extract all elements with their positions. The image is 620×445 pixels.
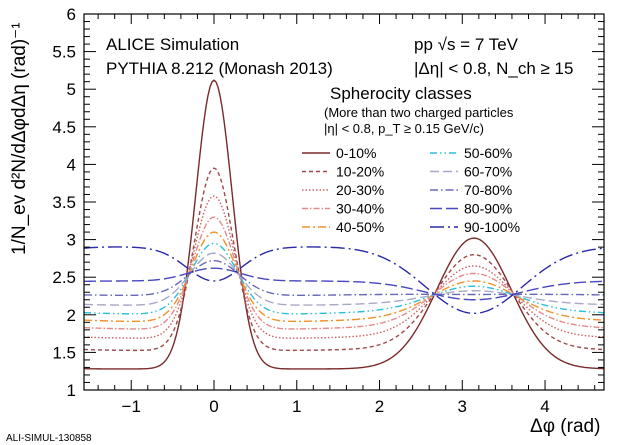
annotation-right-line2: |Δη| < 0.8, N_ch ≥ 15 (414, 59, 573, 78)
series-line (83, 167, 605, 352)
legend: 0-10% 10-20% 20-30% 30-40% 40-50% 50-60% 60-70… (302, 145, 520, 235)
legend-note-line2: |η| < 0.8, p_T ≥ 0.15 GeV/c) (324, 121, 484, 136)
series-line (83, 252, 605, 306)
legend-label: 80-90% (464, 201, 512, 217)
annotation-left-line1: ALICE Simulation (106, 35, 239, 54)
x-tick-label: 1 (292, 397, 301, 416)
y-tick-label: 3 (67, 231, 76, 250)
x-tick-label: 4 (540, 397, 549, 416)
legend-label: 70-80% (464, 182, 512, 198)
series-line (83, 259, 605, 297)
series-line (83, 242, 605, 315)
y-tick-label: 4.5 (52, 118, 76, 137)
y-tick-label: 3.5 (52, 193, 76, 212)
series-line (83, 79, 605, 370)
watermark: ALI-SIMUL-130858 (6, 433, 92, 444)
legend-label: 0-10% (336, 145, 376, 161)
legend-label: 30-40% (336, 201, 384, 217)
series-line (83, 195, 605, 339)
y-tick-label: 1 (67, 381, 76, 400)
legend-label: 10-20% (336, 164, 384, 180)
series-curves (83, 79, 605, 370)
legend-label: 90-100% (464, 219, 520, 235)
y-tick-label: 4 (67, 155, 76, 174)
y-tick-label: 5 (67, 80, 76, 99)
y-tick-label: 2.5 (52, 268, 76, 287)
annotation-right-line1: pp √s = 7 TeV (414, 35, 519, 54)
y-tick-label: 1.5 (52, 343, 76, 362)
series-line (83, 267, 605, 301)
y-tick-label: 5.5 (52, 43, 76, 62)
x-tick-label: 2 (375, 397, 384, 416)
legend-label: 60-70% (464, 164, 512, 180)
legend-note-line1: (More than two charged particles (324, 105, 514, 120)
y-tick-label: 2 (67, 306, 76, 325)
series-line (83, 231, 605, 323)
y-axis-label: 1/N_ev d²N/dΔφdΔη (rad)⁻¹ (9, 22, 30, 255)
annotation-left-line2: PYTHIA 8.212 (Monash 2013) (106, 59, 333, 78)
x-axis-label: Δφ (rad) (530, 416, 600, 437)
legend-label: 20-30% (336, 182, 384, 198)
axis-ticks: −1 0 1 2 3 4 1 1.5 2 2.5 3 3.5 4 4.5 5 5.5 6 (52, 5, 604, 416)
x-tick-label: −1 (122, 397, 141, 416)
legend-label: 40-50% (336, 219, 384, 235)
x-tick-label: 3 (458, 397, 467, 416)
x-tick-label: 0 (209, 397, 218, 416)
legend-label: 50-60% (464, 145, 512, 161)
series-line (83, 246, 605, 315)
y-tick-label: 6 (67, 5, 76, 24)
legend-title: Spherocity classes (330, 84, 472, 103)
